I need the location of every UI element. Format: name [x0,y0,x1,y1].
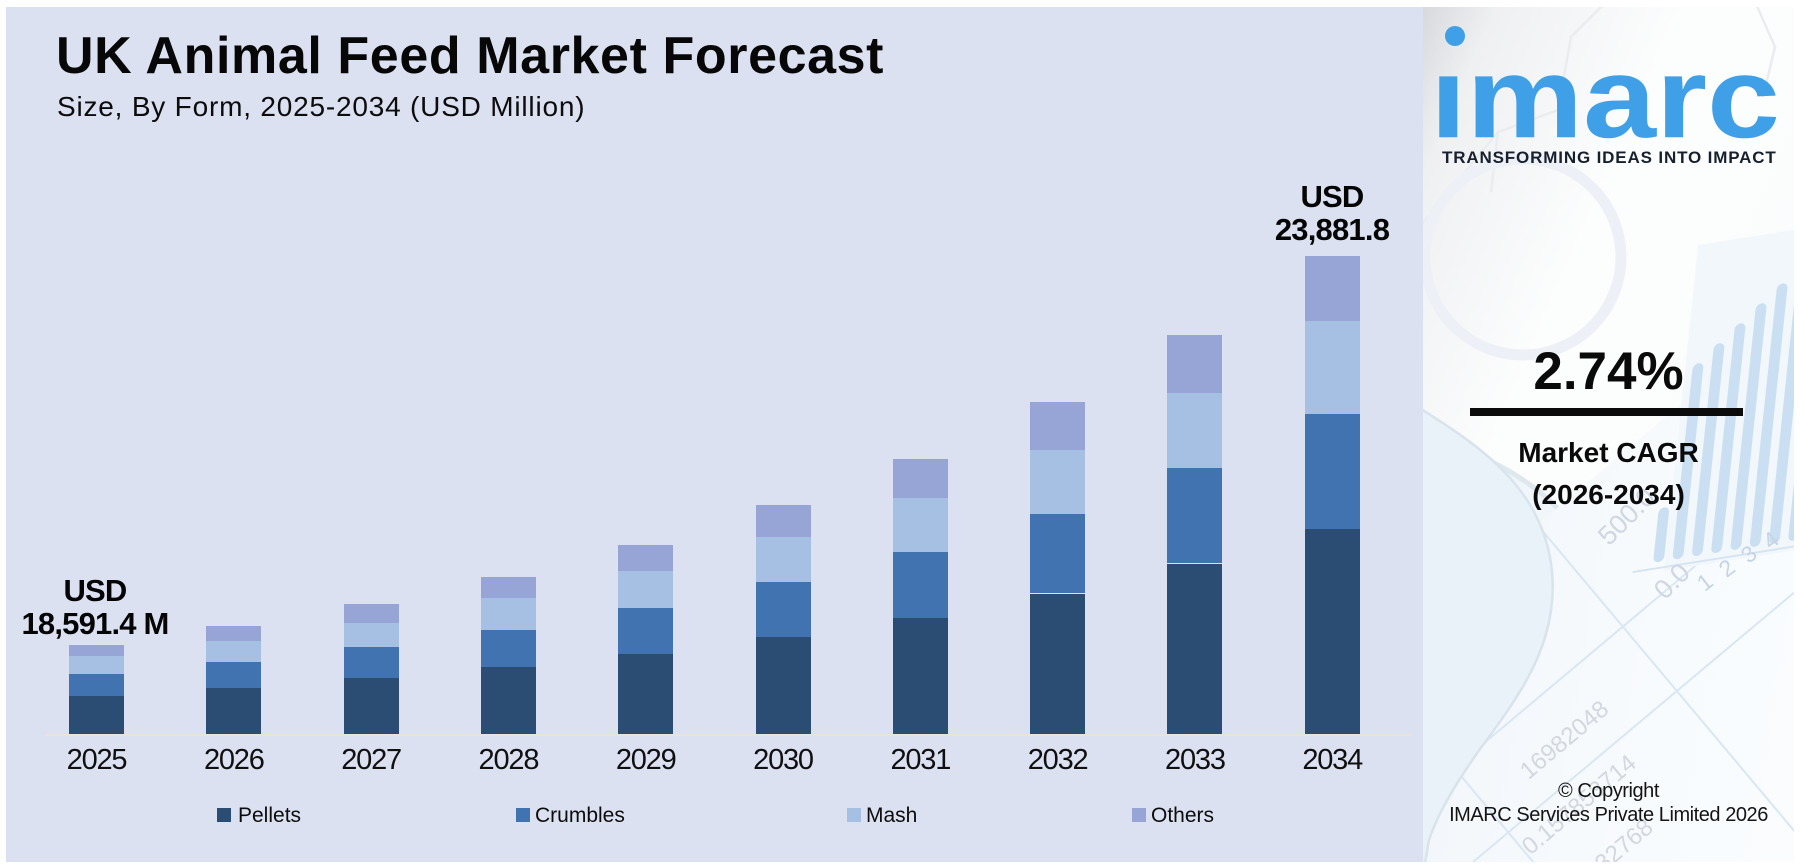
svg-text:ımarc: ımarc [1430,34,1780,162]
